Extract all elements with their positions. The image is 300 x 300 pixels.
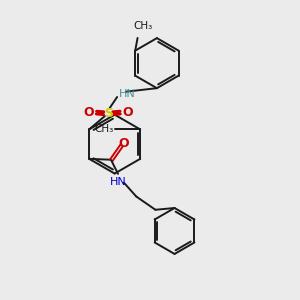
Text: S: S — [104, 107, 113, 120]
Text: HN: HN — [110, 177, 127, 188]
Text: CH₃: CH₃ — [94, 124, 114, 134]
Text: O: O — [118, 137, 129, 150]
Text: O: O — [122, 106, 133, 119]
Text: O: O — [84, 106, 94, 119]
Text: HN: HN — [118, 89, 135, 99]
Text: CH₃: CH₃ — [133, 22, 152, 32]
